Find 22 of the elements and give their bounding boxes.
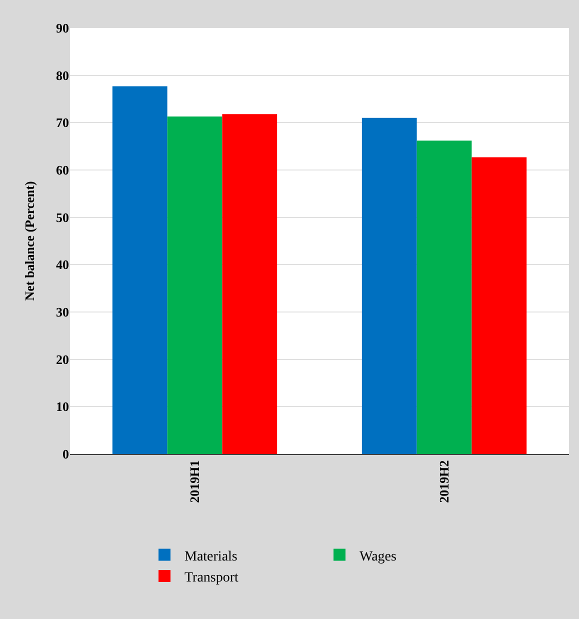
y-tick-label: 30 bbox=[56, 304, 69, 320]
y-tick-label: 40 bbox=[56, 257, 69, 272]
y-axis-title: Net balance (Percent) bbox=[22, 181, 37, 301]
y-tick-label: 20 bbox=[56, 352, 69, 367]
y-tick-label: 90 bbox=[56, 20, 69, 36]
bar bbox=[222, 114, 278, 454]
y-tick-label: 10 bbox=[56, 399, 69, 414]
bar bbox=[472, 157, 527, 454]
y-tick-label: 0 bbox=[62, 446, 69, 462]
bar bbox=[112, 86, 168, 454]
y-tick-label: 60 bbox=[56, 162, 69, 178]
bar bbox=[416, 140, 472, 454]
legend-label: Wages bbox=[360, 549, 396, 564]
legend-label: Transport bbox=[184, 570, 239, 586]
y-tick-label: 50 bbox=[56, 210, 69, 225]
y-tick-label: 70 bbox=[56, 115, 69, 130]
y-tick-label: 80 bbox=[56, 68, 69, 83]
bar bbox=[167, 116, 222, 454]
legend-label: Materials bbox=[184, 549, 238, 564]
x-tick-label: 2019H2 bbox=[436, 460, 452, 503]
bar bbox=[362, 118, 417, 454]
x-tick-label: 2019H1 bbox=[186, 460, 202, 503]
